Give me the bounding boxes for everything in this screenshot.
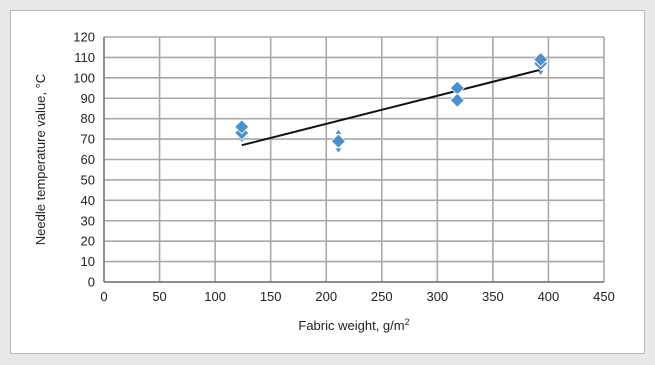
x-tick-label: 0 [100,289,107,304]
x-tick-label: 50 [152,289,166,304]
diamond-marker [449,92,465,108]
x-tick-label: 100 [204,289,226,304]
trendline-group [241,68,541,147]
y-tick-label: 10 [81,254,95,269]
x-tick-label: 350 [482,289,504,304]
scatter-chart: 0 50 100 150 200 250 300 350 400 450 0 10 20 30 40 50 60… [33,30,615,334]
data-point [234,119,250,135]
x-tick-label: 250 [371,289,393,304]
y-tick-label: 20 [81,234,95,249]
y-tick-label: 120 [73,30,95,45]
x-tick-label: 450 [593,289,615,304]
x-tick-label: 300 [426,289,448,304]
tick-labels: 0 50 100 150 200 250 300 350 400 450 0 10 20 30 40 50 60… [73,30,615,305]
data-point [449,80,465,96]
data-points [234,51,549,153]
diamond-marker [533,51,549,68]
y-tick-label: 50 [81,172,95,187]
y-axis-title: Needle temperature value, °C [33,74,48,245]
y-tick-label: 90 [81,91,95,106]
data-point [449,92,465,108]
y-tick-label: 30 [81,213,95,228]
error-cap-top [335,129,342,134]
x-axis-title-text: Fabric weight, g/m [298,318,404,333]
diamond-marker [330,133,347,149]
diamond-marker [234,119,250,135]
x-axis-title-superscript: 2 [405,317,410,327]
x-axis-title: Fabric weight, g/m2 [298,317,409,333]
error-cap-bottom [537,70,544,75]
grid-lines [103,36,605,283]
x-tick-label: 200 [315,289,337,304]
x-tick-label: 150 [260,289,282,304]
error-cap-bottom [335,148,342,153]
y-tick-label: 100 [73,70,95,85]
y-tick-label: 60 [81,152,95,167]
y-tick-label: 80 [81,111,95,126]
trendline [241,68,541,147]
y-tick-label: 110 [74,50,95,65]
x-tick-label: 400 [538,289,560,304]
y-tick-label: 70 [81,132,95,147]
y-tick-label: 40 [81,193,95,208]
data-point [330,129,347,153]
data-point [533,51,549,68]
axes [103,37,604,283]
y-tick-label: 0 [88,275,95,290]
chart-panel: 0 50 100 150 200 250 300 350 400 450 0 10 20 30 40 50 60… [10,10,645,354]
